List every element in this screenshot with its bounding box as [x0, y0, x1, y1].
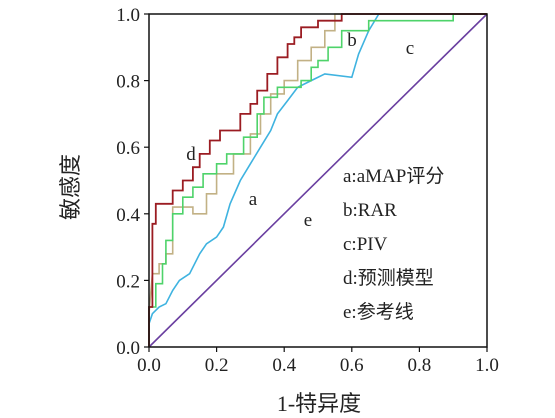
legend: a:aMAP评分 b:RAR c:PIV d:预测模型 e:参考线 — [343, 165, 444, 323]
series-layer — [148, 13, 488, 348]
legend-entry: a:aMAP评分 — [343, 165, 444, 187]
curve-label-e: e — [304, 210, 312, 231]
curve-label-d: d — [186, 144, 196, 165]
x-tick-label: 0.8 — [408, 355, 432, 376]
y-tick-label: 1.0 — [116, 5, 140, 26]
x-tick-label: 0.4 — [272, 355, 296, 376]
x-tick-label: 0.2 — [205, 355, 229, 376]
y-tick-label: 0.4 — [116, 205, 140, 226]
x-axis-title: 1-特异度 — [277, 391, 361, 416]
series-line-c — [148, 13, 487, 347]
curve-label-b: b — [347, 30, 357, 51]
curve-labels: a b c d e — [186, 30, 414, 231]
legend-entry: d:预测模型 — [343, 267, 434, 289]
x-tick-label: 0.6 — [340, 355, 364, 376]
y-tick-label: 0.2 — [116, 271, 140, 292]
legend-entry: e:参考线 — [343, 301, 414, 323]
y-tick-label: 0.6 — [116, 138, 140, 159]
x-tick-label: 1.0 — [475, 355, 499, 376]
plot-frame — [148, 13, 488, 348]
curve-label-c: c — [406, 38, 414, 59]
legend-entry: c:PIV — [343, 234, 388, 255]
y-tick-label: 0.8 — [116, 72, 140, 93]
series-line-a — [148, 13, 487, 347]
series-line-d — [148, 13, 487, 347]
ticks-layer: 0.0 0.2 0.4 0.6 0.8 1.0 0.0 0.2 0.4 0.6 0.8 1.0 — [116, 5, 499, 376]
x-tick-label: 0.0 — [137, 355, 161, 376]
legend-entry: b:RAR — [343, 200, 397, 221]
axes-layer — [148, 13, 488, 348]
y-tick-label: 0.0 — [116, 338, 140, 359]
series-line-e — [148, 13, 488, 348]
curve-label-a: a — [249, 189, 258, 210]
y-axis-title: 敏感度 — [58, 154, 83, 220]
